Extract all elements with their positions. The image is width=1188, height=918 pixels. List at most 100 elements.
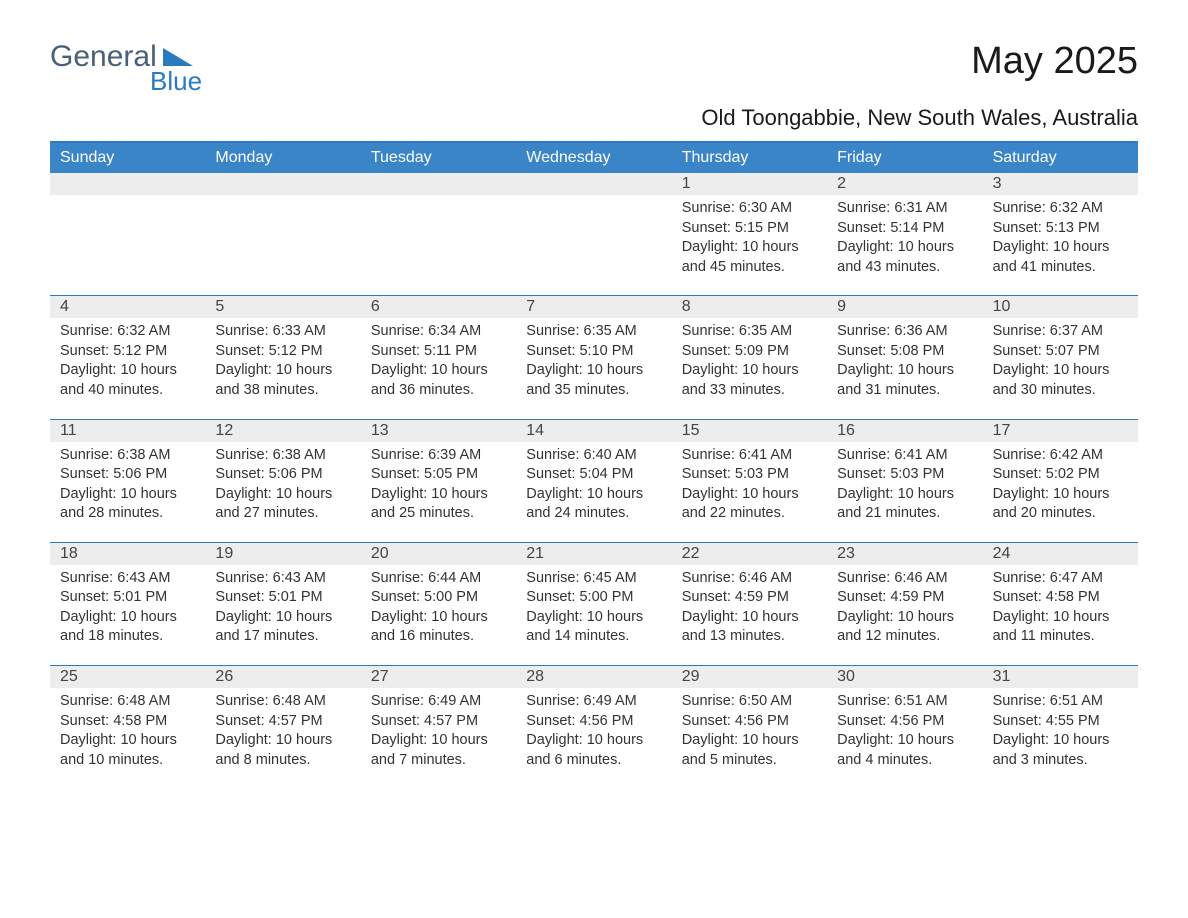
day-number: 21 xyxy=(516,543,671,565)
day-header: Monday xyxy=(205,143,360,173)
day-detail-line: and 18 minutes. xyxy=(60,627,195,647)
day-number: 28 xyxy=(516,666,671,688)
day-detail-line: Sunset: 5:04 PM xyxy=(526,465,661,485)
day-detail-line: Daylight: 10 hours xyxy=(993,731,1128,751)
day-detail-line: Sunrise: 6:48 AM xyxy=(215,692,350,712)
day-detail-line: Sunset: 4:59 PM xyxy=(682,588,817,608)
day-detail-line: Sunset: 5:00 PM xyxy=(371,588,506,608)
day-cell xyxy=(50,195,205,295)
day-cell: Sunrise: 6:38 AMSunset: 5:06 PMDaylight:… xyxy=(50,442,205,542)
location-subtitle: Old Toongabbie, New South Wales, Austral… xyxy=(50,105,1138,131)
day-detail-line: Daylight: 10 hours xyxy=(60,485,195,505)
day-number: 15 xyxy=(672,420,827,442)
day-detail-line: and 20 minutes. xyxy=(993,504,1128,524)
week-number-row: 18192021222324 xyxy=(50,542,1138,565)
day-cell xyxy=(361,195,516,295)
day-cell: Sunrise: 6:41 AMSunset: 5:03 PMDaylight:… xyxy=(672,442,827,542)
week-row: Sunrise: 6:38 AMSunset: 5:06 PMDaylight:… xyxy=(50,442,1138,542)
day-detail-line: Sunrise: 6:51 AM xyxy=(837,692,972,712)
day-cell: Sunrise: 6:33 AMSunset: 5:12 PMDaylight:… xyxy=(205,318,360,418)
day-detail-line: Sunset: 5:01 PM xyxy=(60,588,195,608)
day-detail-line: Sunrise: 6:38 AM xyxy=(215,446,350,466)
day-detail-line: Daylight: 10 hours xyxy=(993,361,1128,381)
day-cell: Sunrise: 6:32 AMSunset: 5:12 PMDaylight:… xyxy=(50,318,205,418)
day-detail-line: Sunrise: 6:47 AM xyxy=(993,569,1128,589)
day-detail-line: and 22 minutes. xyxy=(682,504,817,524)
day-detail-line: Sunrise: 6:46 AM xyxy=(682,569,817,589)
day-number: 30 xyxy=(827,666,982,688)
day-detail-line: Daylight: 10 hours xyxy=(60,608,195,628)
week-number-row: 25262728293031 xyxy=(50,665,1138,688)
day-detail-line: and 38 minutes. xyxy=(215,381,350,401)
day-detail-line: Sunset: 5:05 PM xyxy=(371,465,506,485)
day-detail-line: Sunrise: 6:35 AM xyxy=(526,322,661,342)
day-number xyxy=(516,173,671,195)
day-detail-line: Sunset: 4:58 PM xyxy=(60,712,195,732)
day-detail-line: Daylight: 10 hours xyxy=(682,485,817,505)
day-detail-line: Sunrise: 6:44 AM xyxy=(371,569,506,589)
day-cell: Sunrise: 6:44 AMSunset: 5:00 PMDaylight:… xyxy=(361,565,516,665)
week-row: Sunrise: 6:43 AMSunset: 5:01 PMDaylight:… xyxy=(50,565,1138,665)
day-number: 27 xyxy=(361,666,516,688)
day-cell: Sunrise: 6:49 AMSunset: 4:57 PMDaylight:… xyxy=(361,688,516,788)
day-detail-line: and 36 minutes. xyxy=(371,381,506,401)
day-cell: Sunrise: 6:30 AMSunset: 5:15 PMDaylight:… xyxy=(672,195,827,295)
day-detail-line: Sunrise: 6:32 AM xyxy=(993,199,1128,219)
week-row: Sunrise: 6:48 AMSunset: 4:58 PMDaylight:… xyxy=(50,688,1138,788)
day-cell: Sunrise: 6:31 AMSunset: 5:14 PMDaylight:… xyxy=(827,195,982,295)
day-number: 5 xyxy=(205,296,360,318)
day-detail-line: and 41 minutes. xyxy=(993,258,1128,278)
day-detail-line: Sunrise: 6:46 AM xyxy=(837,569,972,589)
day-detail-line: Sunset: 5:06 PM xyxy=(60,465,195,485)
week-number-row: 45678910 xyxy=(50,295,1138,318)
day-number: 18 xyxy=(50,543,205,565)
day-detail-line: Sunset: 4:59 PM xyxy=(837,588,972,608)
day-detail-line: Sunset: 5:03 PM xyxy=(837,465,972,485)
day-number: 24 xyxy=(983,543,1138,565)
day-cell: Sunrise: 6:34 AMSunset: 5:11 PMDaylight:… xyxy=(361,318,516,418)
day-detail-line: Sunset: 5:15 PM xyxy=(682,219,817,239)
day-number: 31 xyxy=(983,666,1138,688)
day-number xyxy=(361,173,516,195)
day-detail-line: Sunrise: 6:35 AM xyxy=(682,322,817,342)
day-detail-line: Daylight: 10 hours xyxy=(215,608,350,628)
day-detail-line: Sunset: 4:56 PM xyxy=(526,712,661,732)
day-detail-line: Daylight: 10 hours xyxy=(215,361,350,381)
day-detail-line: Daylight: 10 hours xyxy=(837,238,972,258)
day-detail-line: and 30 minutes. xyxy=(993,381,1128,401)
day-cell: Sunrise: 6:36 AMSunset: 5:08 PMDaylight:… xyxy=(827,318,982,418)
day-detail-line: Sunset: 5:14 PM xyxy=(837,219,972,239)
day-detail-line: and 11 minutes. xyxy=(993,627,1128,647)
day-cell: Sunrise: 6:51 AMSunset: 4:55 PMDaylight:… xyxy=(983,688,1138,788)
day-cell: Sunrise: 6:32 AMSunset: 5:13 PMDaylight:… xyxy=(983,195,1138,295)
day-number: 26 xyxy=(205,666,360,688)
day-cell: Sunrise: 6:48 AMSunset: 4:57 PMDaylight:… xyxy=(205,688,360,788)
day-detail-line: Daylight: 10 hours xyxy=(60,731,195,751)
day-detail-line: Sunrise: 6:31 AM xyxy=(837,199,972,219)
day-detail-line: Daylight: 10 hours xyxy=(993,608,1128,628)
day-header: Tuesday xyxy=(361,143,516,173)
day-detail-line: Sunrise: 6:41 AM xyxy=(837,446,972,466)
day-detail-line: Daylight: 10 hours xyxy=(215,485,350,505)
day-detail-line: Sunset: 5:01 PM xyxy=(215,588,350,608)
day-detail-line: Sunset: 4:58 PM xyxy=(993,588,1128,608)
day-detail-line: Sunrise: 6:43 AM xyxy=(60,569,195,589)
day-detail-line: Sunrise: 6:36 AM xyxy=(837,322,972,342)
day-cell: Sunrise: 6:47 AMSunset: 4:58 PMDaylight:… xyxy=(983,565,1138,665)
day-number xyxy=(50,173,205,195)
page-title: May 2025 xyxy=(971,40,1138,83)
day-detail-line: Daylight: 10 hours xyxy=(993,485,1128,505)
day-detail-line: Sunset: 5:12 PM xyxy=(215,342,350,362)
day-detail-line: and 7 minutes. xyxy=(371,751,506,771)
day-detail-line: Sunrise: 6:50 AM xyxy=(682,692,817,712)
day-detail-line: and 21 minutes. xyxy=(837,504,972,524)
day-number: 22 xyxy=(672,543,827,565)
day-detail-line: and 33 minutes. xyxy=(682,381,817,401)
day-detail-line: Daylight: 10 hours xyxy=(837,361,972,381)
day-number: 16 xyxy=(827,420,982,442)
day-cell xyxy=(205,195,360,295)
day-number: 6 xyxy=(361,296,516,318)
day-detail-line: and 16 minutes. xyxy=(371,627,506,647)
day-detail-line: Sunset: 5:06 PM xyxy=(215,465,350,485)
day-detail-line: Daylight: 10 hours xyxy=(682,238,817,258)
